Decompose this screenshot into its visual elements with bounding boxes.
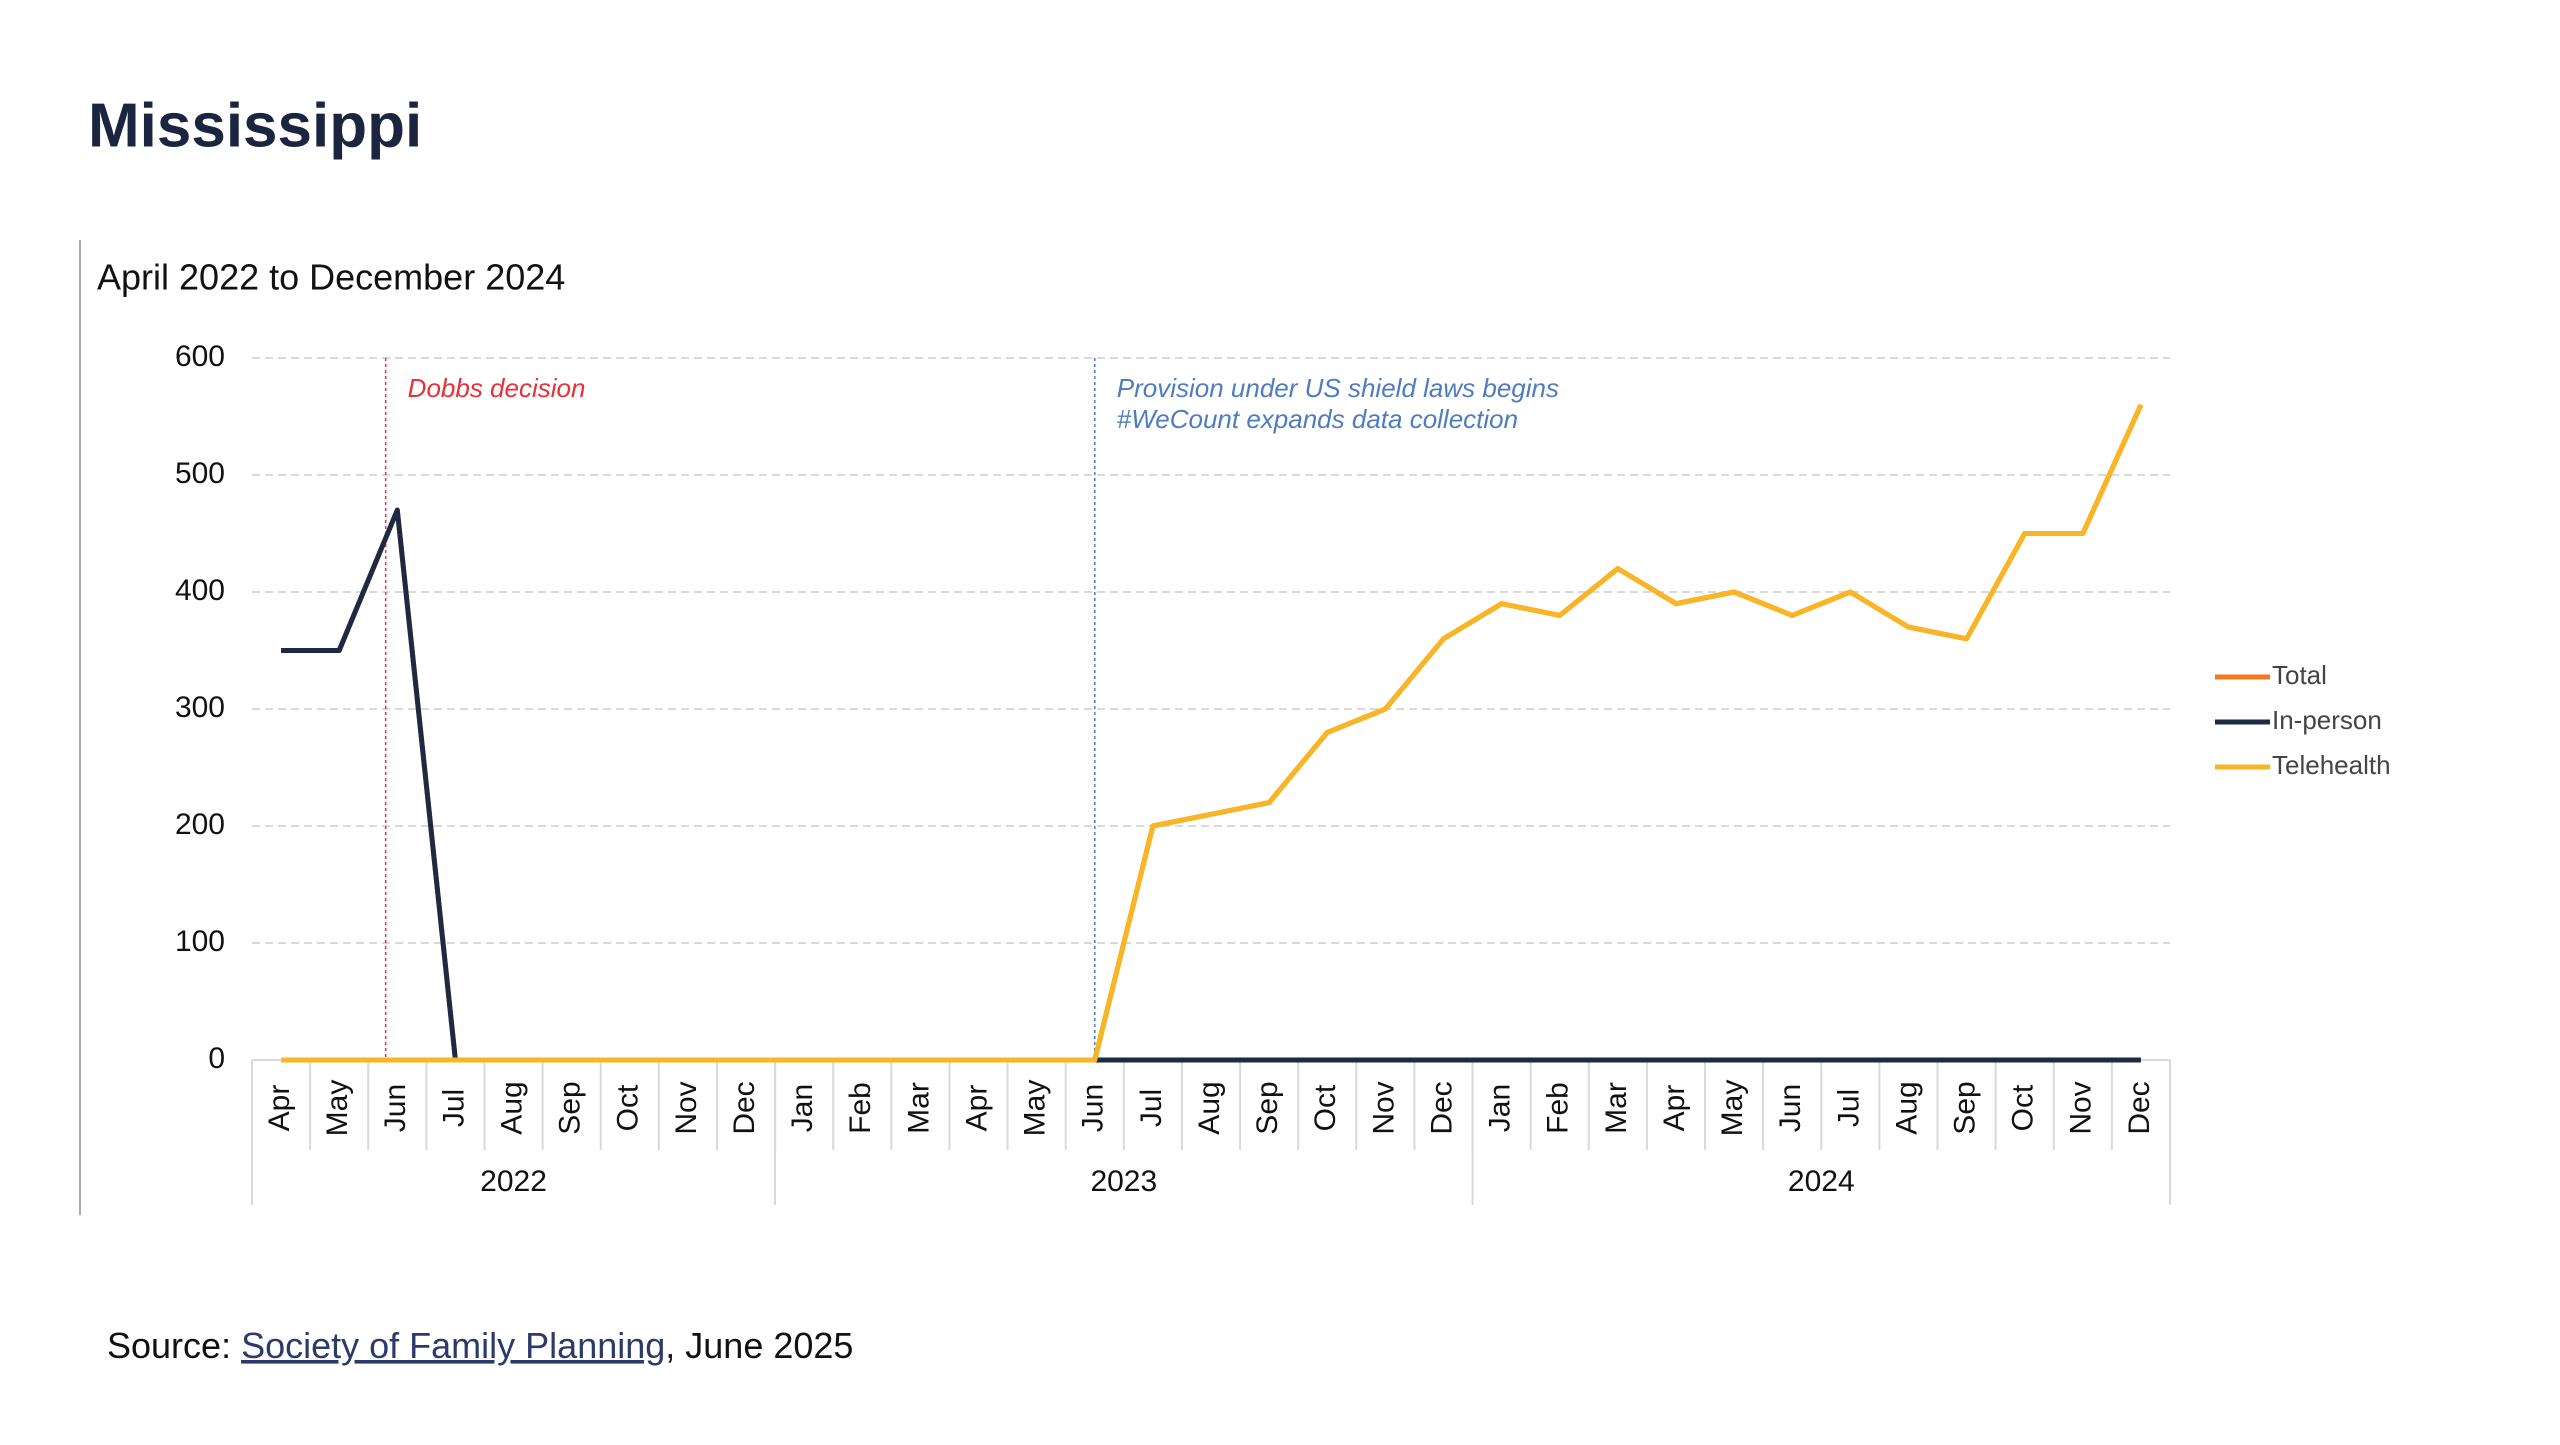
x-tick-label: Jun [1774,1084,1807,1132]
x-tick-label: Apr [1658,1085,1691,1132]
x-tick-label: Aug [1890,1081,1923,1134]
x-tick-label: Aug [495,1081,528,1134]
x-tick-label: Jul [437,1089,470,1127]
y-tick-label: 400 [175,574,225,607]
year-label: 2024 [1788,1165,1855,1198]
source-link[interactable]: Society of Family Planning [241,1325,665,1366]
x-tick-label: Sep [1251,1081,1284,1134]
x-tick-label: May [1716,1080,1749,1137]
x-tick-label: Jan [786,1084,819,1132]
x-tick-label: Jul [1832,1089,1865,1127]
x-tick-label: May [1019,1080,1052,1137]
series-line [281,403,2144,1063]
x-tick-label: Mar [902,1082,935,1134]
x-tick-label: Oct [1309,1084,1342,1131]
page-title: Mississippi [88,91,422,160]
year-label: 2023 [1090,1165,1157,1198]
chart-subtitle: April 2022 to December 2024 [97,257,565,298]
x-tick-label: Nov [2065,1081,2098,1134]
x-tick-label: Apr [263,1085,296,1132]
x-tick-label: Nov [1367,1081,1400,1134]
series-line [281,507,2141,1063]
x-tick-label: Oct [2007,1084,2040,1131]
annotation-text: Provision under US shield laws begins [1117,373,1559,403]
source: Source: Society of Family Planning, June… [107,1325,853,1366]
x-tick-label: Dec [2123,1081,2156,1134]
x-tick-label: Feb [844,1082,877,1134]
source-suffix: , June 2025 [665,1325,853,1366]
x-tick-label: Dec [1425,1081,1458,1134]
source-prefix: Source: [107,1325,241,1366]
x-tick-label: Mar [1600,1082,1633,1134]
y-tick-label: 0 [208,1042,225,1075]
series-line [281,403,2144,1063]
legend-label: Telehealth [2272,750,2391,780]
x-tick-label: Jun [1077,1084,1110,1132]
x-tick-label: Aug [1193,1081,1226,1134]
x-tick-label: Jun [379,1084,412,1132]
y-tick-label: 200 [175,808,225,841]
y-tick-label: 600 [175,340,225,373]
x-tick-label: Dec [728,1081,761,1134]
x-tick-label: Jul [1135,1089,1168,1127]
x-tick-label: Sep [1948,1081,1981,1134]
annotation-text: #WeCount expands data collection [1117,404,1518,434]
y-tick-label: 500 [175,457,225,490]
x-tick-label: May [321,1080,354,1137]
y-tick-label: 100 [175,925,225,958]
x-tick-label: Oct [612,1084,645,1131]
annotation-text: Dobbs decision [408,373,586,403]
x-tick-label: Nov [670,1081,703,1134]
y-tick-label: 300 [175,691,225,724]
legend-label: Total [2272,660,2327,690]
legend-label: In-person [2272,705,2382,735]
x-tick-label: Feb [1542,1082,1575,1134]
x-tick-label: Sep [554,1081,587,1134]
x-tick-label: Jan [1484,1084,1517,1132]
x-tick-label: Apr [960,1085,993,1132]
year-label: 2022 [480,1165,547,1198]
